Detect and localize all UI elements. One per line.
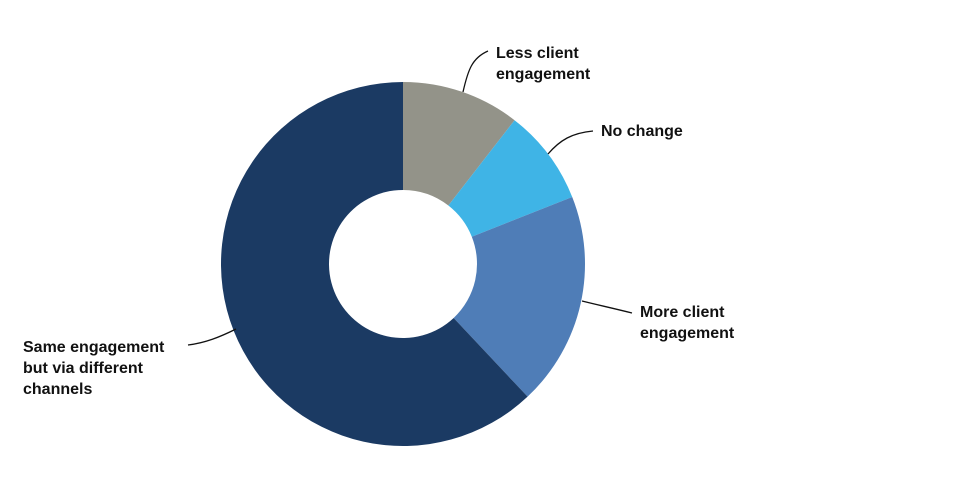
label-line: Less client	[496, 45, 579, 62]
label-less-client-engagement: Less client engagement	[462, 45, 591, 93]
slice-label-less-client-engagement: Less client engagement	[496, 45, 591, 83]
label-line: but via different	[23, 360, 144, 377]
leader-line-less-client-engagement	[462, 50, 489, 93]
leader-line-same-engagement	[187, 328, 237, 346]
slice-same-engagement-but-via-different-channels	[221, 82, 528, 446]
leader-line-no-change	[547, 130, 594, 155]
slice-label-same-engagement: Same engagement but via different channels	[23, 339, 165, 398]
label-line: More client	[640, 304, 725, 321]
slices-group	[221, 82, 585, 446]
label-more-client-engagement: More client engagement	[581, 300, 735, 342]
slice-label-no-change: No change	[601, 123, 683, 140]
label-line: channels	[23, 381, 92, 398]
slice-more-client-engagement	[453, 197, 585, 397]
label-same-engagement: Same engagement but via different channels	[23, 328, 237, 398]
slice-no-change	[448, 120, 573, 237]
label-line: engagement	[640, 325, 735, 342]
label-no-change: No change	[547, 123, 683, 155]
leader-line-more-client-engagement	[581, 300, 633, 314]
slice-label-more-client-engagement: More client engagement	[640, 304, 735, 342]
slice-less-client-engagement	[403, 82, 515, 206]
label-line: Same engagement	[23, 339, 165, 356]
label-line: engagement	[496, 66, 591, 83]
